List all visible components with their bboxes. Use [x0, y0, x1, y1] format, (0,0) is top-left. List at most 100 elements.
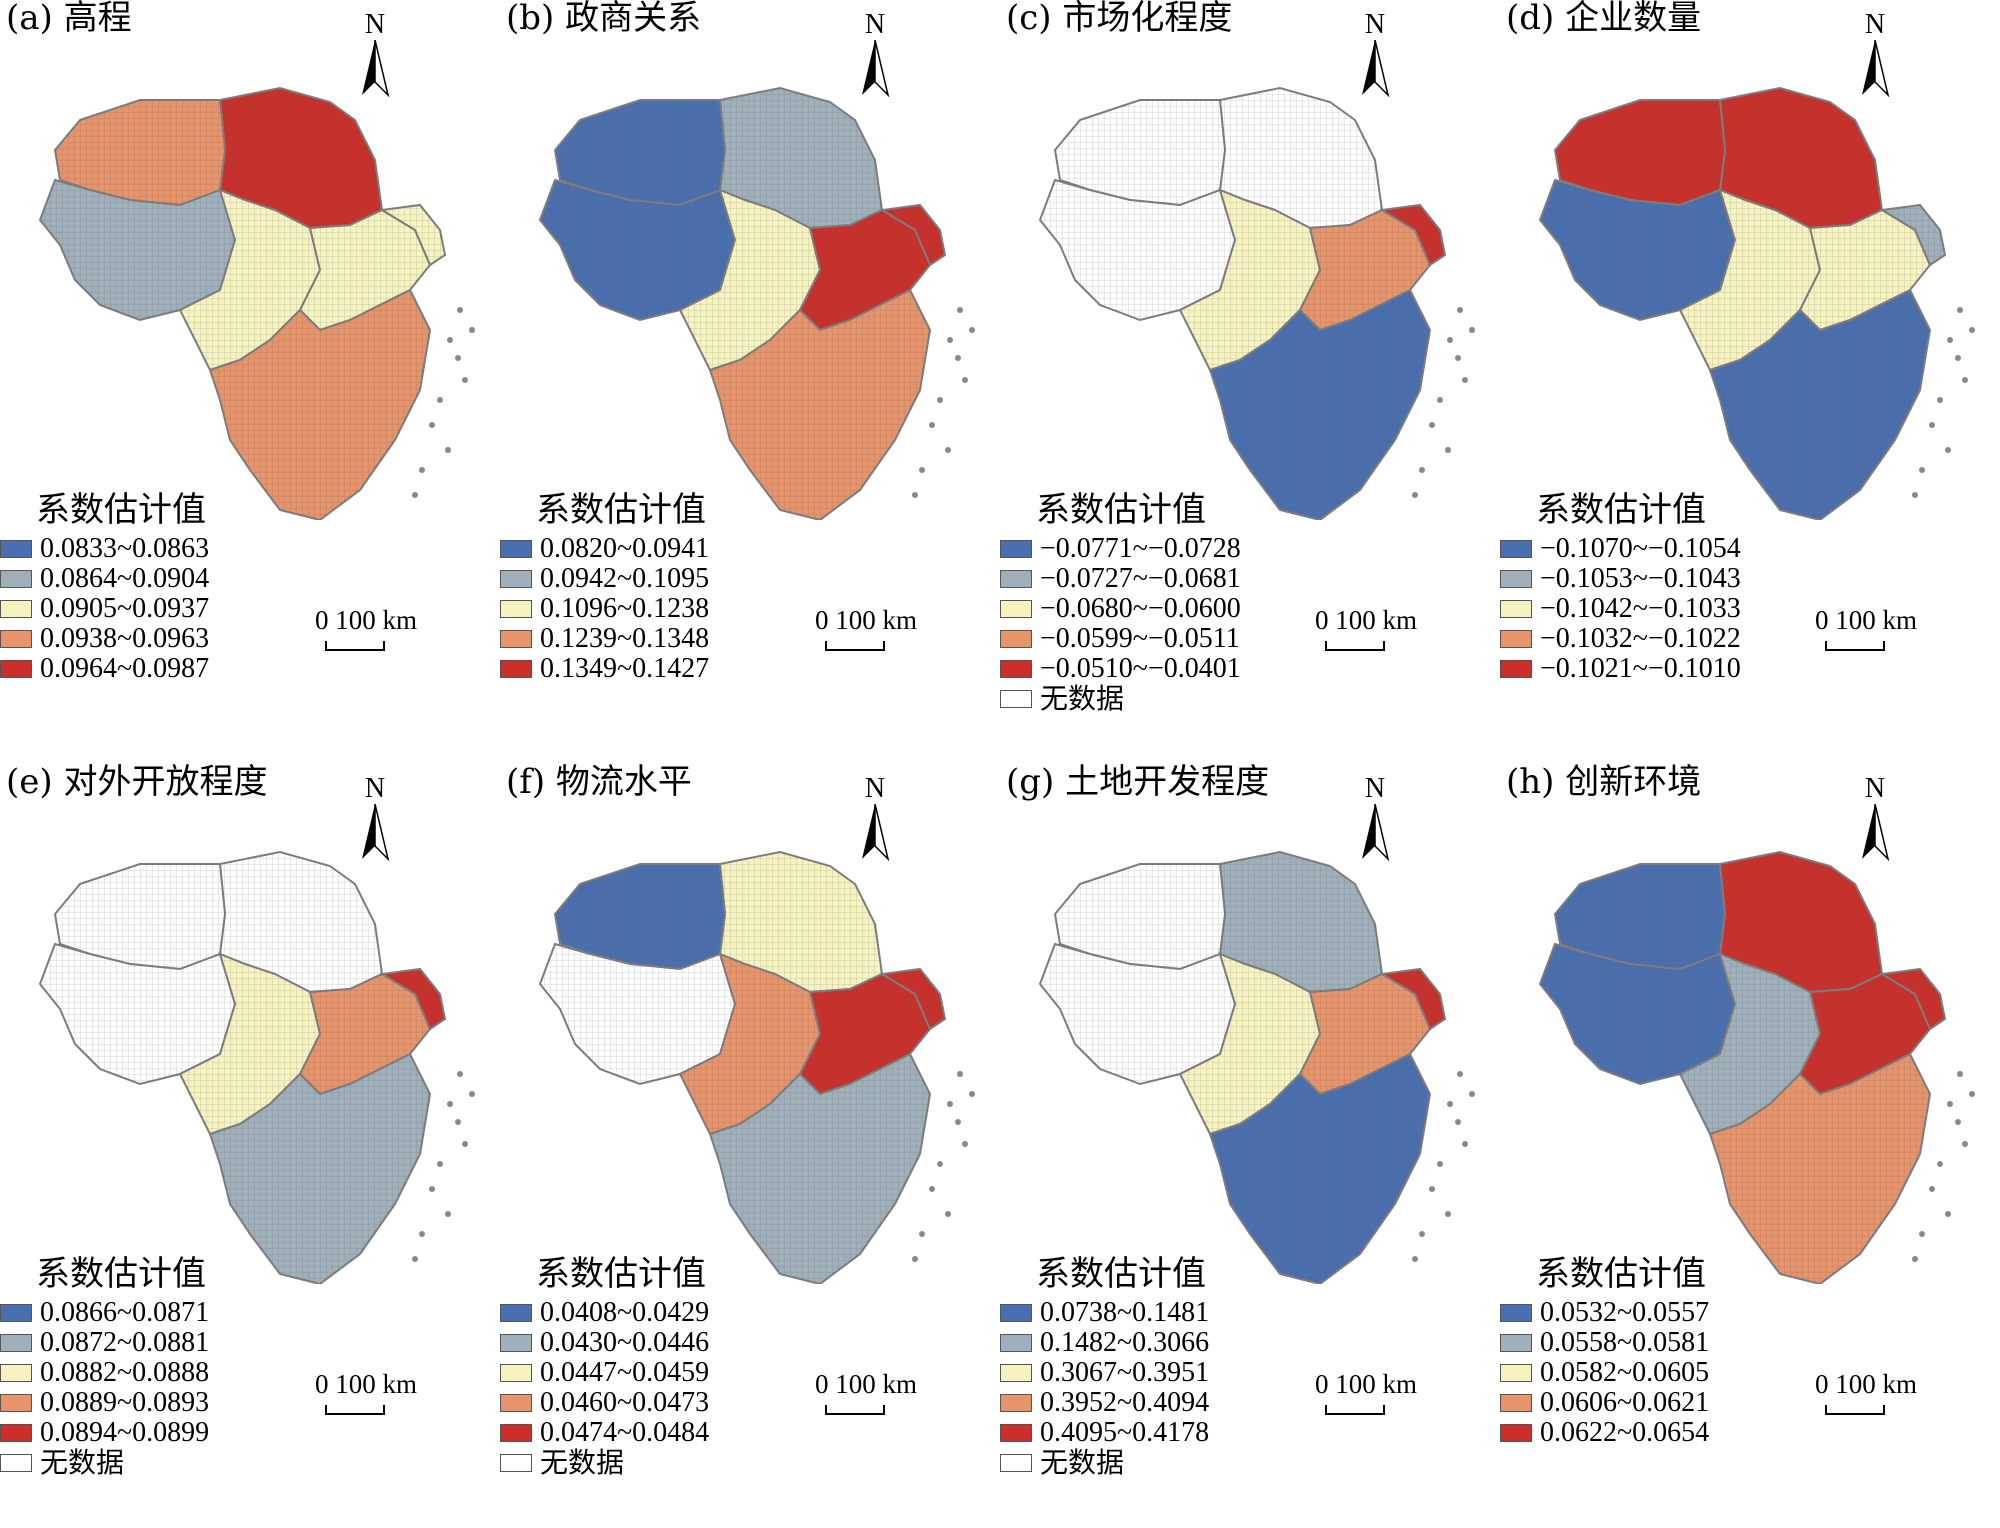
island-marker	[945, 447, 951, 453]
legend-swatch	[1000, 570, 1032, 588]
north-letter: N	[1364, 9, 1386, 40]
north-arrow-icon: N	[845, 774, 905, 874]
region-grid-overlay	[1055, 864, 1225, 969]
legend-swatch	[1500, 570, 1532, 588]
scale-bar-label: 0 100 km	[815, 605, 918, 635]
legend-label: 0.1349~0.1427	[540, 653, 710, 684]
island-marker	[955, 1119, 961, 1125]
legend-item: 0.0460~0.0473	[500, 1388, 709, 1418]
island-marker	[1937, 1161, 1943, 1167]
region-grid-overlay	[300, 974, 430, 1094]
legend-title: 系数估计值	[536, 490, 706, 530]
legend-swatch	[1000, 1394, 1032, 1412]
scale-bar-line	[1825, 641, 1885, 651]
region-map	[1538, 850, 1975, 1284]
legend-label: 无数据	[540, 1446, 625, 1479]
legend-swatch	[1500, 1334, 1532, 1352]
map-legend: 系数估计值 0.0408~0.0429 0.0430~0.0446 0.0447~0.…	[500, 1254, 709, 1478]
region-grid-overlay	[720, 852, 882, 992]
island-marker	[929, 422, 935, 428]
legend-label: 0.0606~0.0621	[1540, 1387, 1710, 1418]
island-marker	[1437, 397, 1443, 403]
island-marker	[1919, 1231, 1925, 1237]
island-marker	[1945, 1211, 1951, 1217]
island-marker	[1929, 1186, 1935, 1192]
legend-label: 0.0864~0.0904	[40, 563, 210, 594]
legend-label: 0.0964~0.0987	[40, 653, 210, 684]
island-marker	[937, 1161, 943, 1167]
region-grid-overlay	[1382, 969, 1445, 1029]
legend-swatch	[500, 1334, 532, 1352]
legend-swatch	[0, 1454, 32, 1472]
legend-item: 0.0820~0.0941	[500, 534, 709, 564]
island-marker	[937, 397, 943, 403]
island-marker	[455, 355, 461, 361]
north-arrow-icon: N	[1345, 774, 1405, 874]
legend-swatch	[1000, 690, 1032, 708]
legend-label: −0.0727~−0.0681	[1040, 563, 1241, 594]
legend-label: −0.1070~−0.1054	[1540, 533, 1741, 564]
island-marker	[955, 355, 961, 361]
island-marker	[1969, 1091, 1975, 1097]
panel-title: (h) 创新环境	[1506, 762, 1702, 802]
legend-swatch	[1000, 660, 1032, 678]
region-grid-overlay	[1210, 290, 1430, 520]
region-grid-overlay	[1220, 852, 1382, 992]
legend-swatch	[0, 1364, 32, 1382]
legend-swatch	[1000, 540, 1032, 558]
region-map	[1038, 850, 1475, 1284]
legend-swatch	[0, 600, 32, 618]
island-marker	[1919, 467, 1925, 473]
map-panel: (e) 对外开放程度 N 系数估计值 0.0866~0.0871 0.0872~0.08…	[0, 764, 500, 1528]
legend-item: −0.0510~−0.0401	[1000, 654, 1241, 684]
region-grid-overlay	[710, 290, 930, 520]
legend-item: 0.0872~0.0881	[0, 1328, 209, 1358]
legend-swatch	[500, 660, 532, 678]
north-letter: N	[364, 9, 386, 40]
north-letter: N	[1364, 773, 1386, 804]
region-grid-overlay	[1555, 100, 1725, 205]
map-panel: (h) 创新环境 N 系数估计值 0.0532~0.0557 0.0558~0.0581…	[1500, 764, 2000, 1528]
legend-item-no-data: 无数据	[500, 1448, 709, 1478]
legend-item: −0.0680~−0.0600	[1000, 594, 1241, 624]
panel-title: (e) 对外开放程度	[6, 762, 268, 802]
legend-label: 0.0820~0.0941	[540, 533, 710, 564]
region-grid-overlay	[1040, 944, 1235, 1084]
legend-label: −0.1032~−0.1022	[1540, 623, 1741, 654]
legend-title: 系数估计值	[1036, 1254, 1206, 1294]
north-arrow-icon: N	[1845, 10, 1905, 110]
north-arrow-icon: N	[345, 10, 405, 110]
legend-label: 0.0582~0.0605	[1540, 1357, 1710, 1388]
island-marker	[1469, 327, 1475, 333]
region-map	[1538, 86, 1975, 520]
region-grid-overlay	[540, 180, 735, 320]
island-marker	[957, 1071, 963, 1077]
legend-label: 0.1482~0.3066	[1040, 1327, 1210, 1358]
panel-title: (d) 企业数量	[1506, 0, 1702, 38]
legend-item: 0.0474~0.0484	[500, 1418, 709, 1448]
region-grid-overlay	[800, 974, 930, 1094]
region-grid-overlay	[710, 1054, 930, 1284]
island-marker	[1962, 377, 1968, 383]
legend-label: −0.0599~−0.0511	[1040, 623, 1240, 654]
legend-item: 0.1096~0.1238	[500, 594, 709, 624]
island-marker	[1955, 355, 1961, 361]
legend-label: 0.0447~0.0459	[540, 1357, 710, 1388]
legend-swatch	[1500, 630, 1532, 648]
legend-label: 0.0460~0.0473	[540, 1387, 710, 1418]
legend-swatch	[1000, 1454, 1032, 1472]
legend-swatch	[0, 570, 32, 588]
island-marker	[957, 307, 963, 313]
scale-bar-line	[1825, 1405, 1885, 1415]
region-grid-overlay	[1720, 852, 1882, 992]
legend-title: 系数估计值	[536, 1254, 706, 1294]
island-marker	[947, 337, 953, 343]
island-marker	[1945, 447, 1951, 453]
legend-label: 0.0866~0.0871	[40, 1297, 210, 1328]
scale-bar-line	[325, 1405, 385, 1415]
region-grid-overlay	[555, 864, 725, 969]
island-marker	[969, 327, 975, 333]
legend-swatch	[1500, 660, 1532, 678]
legend-item: 0.0942~0.1095	[500, 564, 709, 594]
legend-item: 0.0882~0.0888	[0, 1358, 209, 1388]
